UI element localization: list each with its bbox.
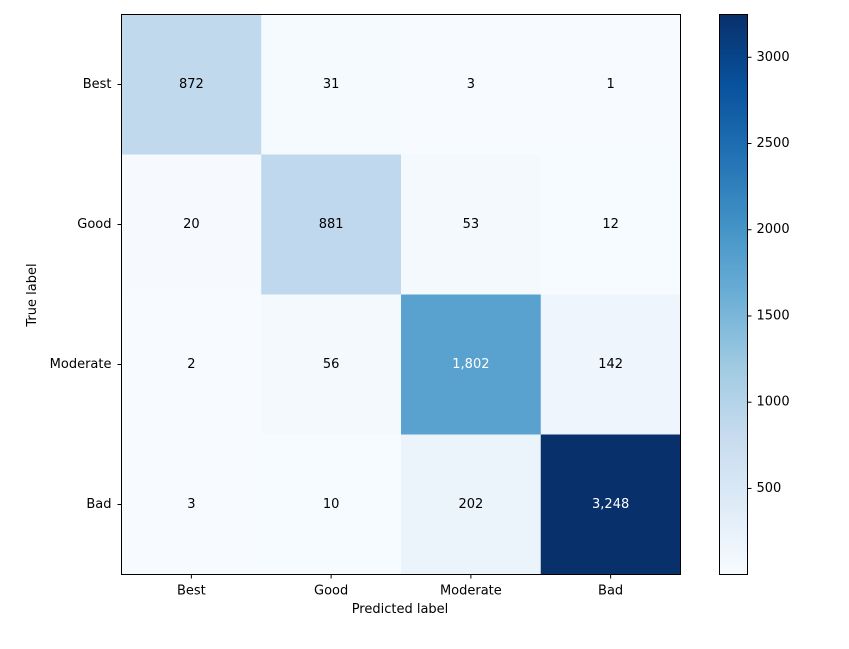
cell-value-label: 872 [179,77,204,92]
colorbar-tick-label: 3000 [757,50,790,65]
heatmap-cell [261,434,402,575]
x-tick-label: Best [177,584,206,599]
colorbar-ticks: 500 1000 1500 2000 2500 3000 [747,50,790,496]
heatmap-cell [261,154,402,295]
cell-value-label: 53 [463,217,480,232]
cell-value-label: 2 [187,357,195,372]
heatmap-cell [121,294,262,435]
x-axis-label: Predicted label [352,602,449,617]
heatmap-cell [121,14,262,155]
heatmap-cell [540,294,681,435]
colorbar-tick-label: 2000 [757,222,790,237]
heatmap-cell [121,154,262,295]
y-tick-label: Good [77,217,111,232]
cell-value-label: 1,802 [452,357,489,372]
colorbar-tick-label: 2500 [757,136,790,151]
heatmap-cell [401,14,542,155]
cell-value-label: 12 [602,217,619,232]
y-tick-label: Moderate [50,357,112,372]
cell-value-label: 142 [598,357,623,372]
plot-frame [121,14,681,575]
cell-value-label: 56 [323,357,340,372]
y-axis-ticks: Best Good Moderate Bad [50,77,122,512]
colorbar-tick-label: 1000 [757,395,790,410]
heatmap-cell [540,154,681,295]
heatmap-cell [401,434,542,575]
x-tick-label: Bad [598,584,623,599]
colorbar-tick-label: 500 [757,481,782,496]
heatmap-cell [261,14,402,155]
cell-value-label: 881 [319,217,344,232]
colorbar [719,14,748,575]
cell-value-label: 3 [467,77,475,92]
heatmap-cell [121,434,262,575]
heatmap-cells [121,14,681,575]
x-axis-ticks: Best Good Moderate Bad [177,574,623,599]
heatmap-cell [401,154,542,295]
heatmap-cell [401,294,542,435]
y-axis-label: True label [25,263,40,327]
colorbar-tick-label: 1500 [757,308,790,323]
heatmap-cell [540,434,681,575]
x-tick-label: Good [314,584,348,599]
cell-value-label: 1 [606,77,614,92]
y-tick-label: Best [83,77,112,92]
heatmap-cell [540,14,681,155]
cell-value-label: 3 [187,497,195,512]
heatmap-cell [261,294,402,435]
cell-value-label: 202 [458,497,483,512]
y-tick-label: Bad [86,497,111,512]
x-tick-label: Moderate [440,584,502,599]
cell-value-label: 3,248 [592,497,629,512]
cell-value-label: 31 [323,77,340,92]
cell-value-label: 20 [183,217,200,232]
cell-value-label: 10 [323,497,340,512]
